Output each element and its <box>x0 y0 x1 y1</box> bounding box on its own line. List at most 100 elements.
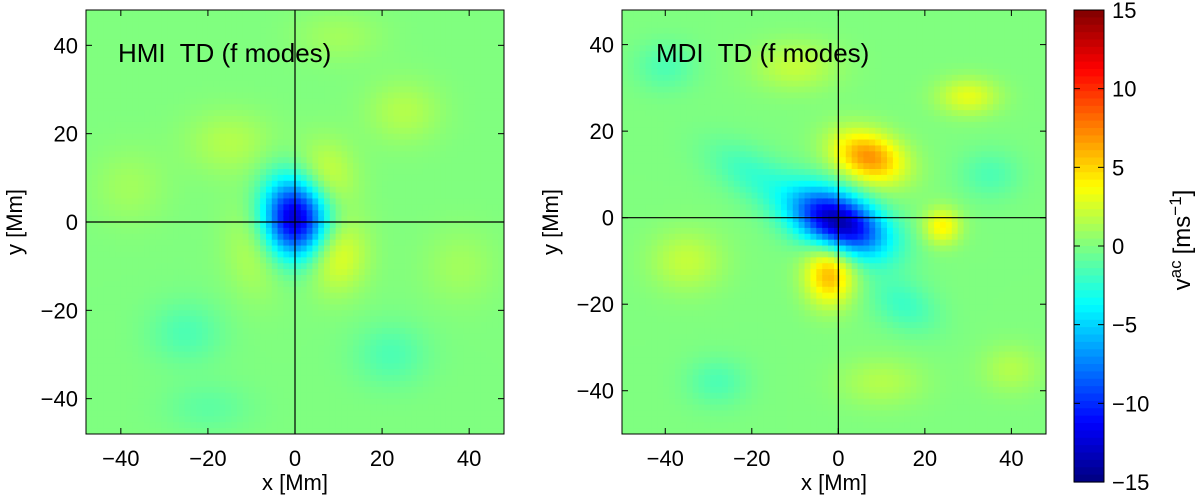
hmi-heatmap-cell <box>207 381 215 388</box>
hmi-heatmap-cell <box>115 174 122 182</box>
hmi-heatmap-cell <box>382 286 389 294</box>
hmi-heatmap-cell <box>405 345 412 353</box>
hmi-heatmap-cell <box>370 139 377 147</box>
hmi-heatmap-cell <box>428 269 435 276</box>
hmi-heatmap-cell <box>318 333 325 341</box>
hmi-heatmap-cell <box>376 180 383 188</box>
hmi-heatmap-cell <box>126 345 134 353</box>
hmi-heatmap-cell <box>469 21 476 29</box>
hmi-heatmap-cell <box>86 174 93 182</box>
hmi-heatmap-cell <box>295 210 302 217</box>
hmi-heatmap-cell <box>219 375 226 382</box>
hmi-heatmap-cell <box>86 68 93 76</box>
hmi-heatmap-cell <box>353 174 360 182</box>
hmi-heatmap-cell <box>474 151 482 158</box>
hmi-heatmap-cell <box>463 180 470 188</box>
hmi-heatmap-cell <box>428 133 435 141</box>
hmi-heatmap-cell <box>480 292 488 300</box>
hmi-heatmap-cell <box>341 286 348 294</box>
hmi-heatmap-cell <box>295 410 302 417</box>
hmi-heatmap-cell <box>91 263 99 270</box>
hmi-heatmap-cell <box>109 269 116 276</box>
hmi-heatmap-cell <box>115 422 122 429</box>
hmi-heatmap-cell <box>428 416 435 423</box>
hmi-heatmap-cell <box>289 404 296 412</box>
hmi-heatmap-cell <box>376 263 383 270</box>
hmi-heatmap-cell <box>161 39 168 46</box>
hmi-heatmap-cell <box>109 180 116 188</box>
hmi-heatmap-cell <box>416 198 424 205</box>
hmi-heatmap-cell <box>399 174 406 182</box>
hmi-heatmap-cell <box>364 86 372 94</box>
hmi-heatmap-cell <box>440 422 447 429</box>
hmi-heatmap-cell <box>283 363 290 370</box>
hmi-heatmap-cell <box>120 345 128 353</box>
hmi-heatmap-cell <box>115 328 122 335</box>
hmi-heatmap-cell <box>167 333 174 341</box>
hmi-heatmap-cell <box>318 10 325 17</box>
hmi-heatmap-cell <box>103 357 110 364</box>
hmi-heatmap-cell <box>480 63 488 70</box>
hmi-heatmap-cell <box>289 333 296 341</box>
hmi-heatmap-cell <box>445 133 453 141</box>
hmi-heatmap-cell <box>300 404 308 412</box>
hmi-heatmap-cell <box>295 198 302 205</box>
hmi-heatmap-cell <box>463 33 470 41</box>
hmi-heatmap-cell <box>289 10 296 17</box>
hmi-heatmap-cell <box>289 375 296 382</box>
hmi-heatmap-cell <box>178 233 186 241</box>
hmi-heatmap-cell <box>405 304 412 311</box>
hmi-heatmap-cell <box>144 80 151 88</box>
hmi-heatmap-cell <box>254 333 261 341</box>
hmi-heatmap-cell <box>405 316 412 323</box>
hmi-heatmap-cell <box>196 386 203 394</box>
hmi-heatmap-cell <box>207 345 215 353</box>
hmi-heatmap-cell <box>387 292 395 300</box>
hmi-heatmap-cell <box>463 192 470 200</box>
hmi-heatmap-cell <box>318 251 325 258</box>
hmi-heatmap-cell <box>422 110 430 117</box>
hmi-heatmap-cell <box>91 316 99 323</box>
hmi-heatmap-cell <box>358 316 366 323</box>
hmi-heatmap-cell <box>277 410 284 417</box>
hmi-heatmap-cell <box>144 204 151 211</box>
hmi-heatmap-cell <box>370 63 377 70</box>
hmi-heatmap-cell <box>260 216 267 223</box>
hmi-heatmap-cell <box>173 298 180 306</box>
hmi-heatmap-cell <box>463 204 470 211</box>
hmi-heatmap-cell <box>358 127 366 135</box>
hmi-heatmap-cell <box>260 310 267 317</box>
hmi-heatmap-cell <box>109 74 116 82</box>
hmi-heatmap-cell <box>265 174 273 182</box>
hmi-heatmap-cell <box>341 328 348 335</box>
hmi-heatmap-cell <box>358 145 366 152</box>
hmi-heatmap-cell <box>260 15 267 23</box>
hmi-heatmap-cell <box>91 133 99 141</box>
hmi-heatmap-cell <box>312 133 319 141</box>
hmi-heatmap-cell <box>434 245 441 253</box>
hmi-heatmap-cell <box>91 210 99 217</box>
hmi-heatmap-cell <box>306 280 314 288</box>
hmi-heatmap-cell <box>306 15 314 23</box>
hmi-heatmap-cell <box>236 263 244 270</box>
hmi-heatmap-cell <box>382 74 389 82</box>
hmi-heatmap-cell <box>463 357 470 364</box>
hmi-heatmap-cell <box>225 280 232 288</box>
hmi-heatmap-cell <box>428 39 435 46</box>
hmi-heatmap-cell <box>370 21 377 29</box>
hmi-heatmap-cell <box>347 269 354 276</box>
hmi-heatmap-cell <box>312 339 319 347</box>
hmi-heatmap-cell <box>86 51 93 58</box>
hmi-heatmap-cell <box>91 180 99 188</box>
hmi-heatmap-cell <box>295 304 302 311</box>
hmi-heatmap-cell <box>300 351 308 359</box>
hmi-heatmap-cell <box>469 422 476 429</box>
hmi-heatmap-cell <box>190 169 197 176</box>
hmi-heatmap-cell <box>91 163 99 170</box>
hmi-heatmap-cell <box>289 392 296 400</box>
hmi-heatmap-cell <box>382 275 389 282</box>
hmi-heatmap-cell <box>277 286 284 294</box>
hmi-heatmap-cell <box>271 333 279 341</box>
hmi-heatmap-cell <box>445 180 453 188</box>
hmi-heatmap-cell <box>347 116 354 123</box>
